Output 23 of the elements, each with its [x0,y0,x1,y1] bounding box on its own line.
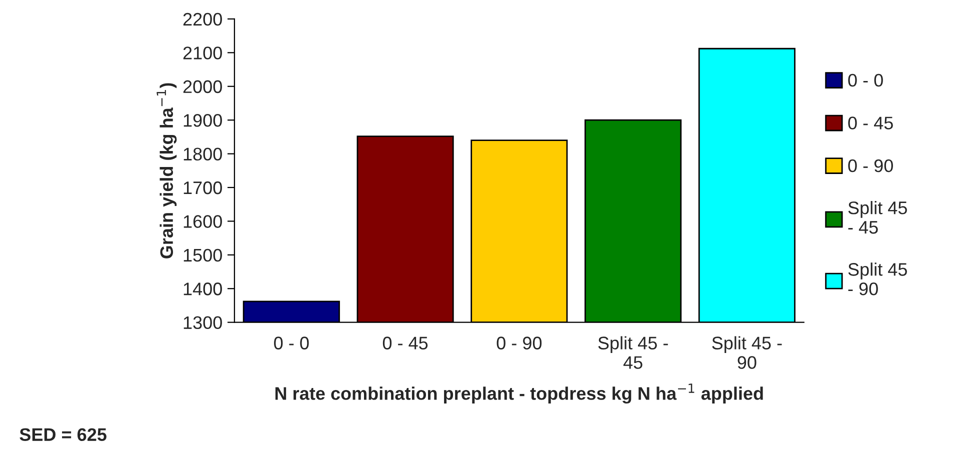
legend-label: 0 - 90 [848,159,893,172]
y-tick-label: 1900 [184,114,222,127]
y-axis-title: Grain yield (kg ha$^{−1}$) [156,83,177,258]
x-tick-label: 0 - 0 [274,336,309,350]
text: SED = 625 [20,428,106,441]
x-tick-label: Split 45 - 45 [598,336,668,369]
legend-label: 0 - 45 [848,116,893,130]
legend-label: 0 - 0 [848,74,883,87]
y-tick-label: 1800 [184,148,222,161]
y-tick-label: 1400 [184,282,222,296]
x-axis-title: N rate combination preplant - topdress kg N ha$^{−1}$ applied [275,384,763,404]
legend-label: Split 45 - 90 [848,262,907,296]
x-tick-label: 0 - 45 [382,336,428,350]
x-tick-label: Split 45 - 90 [712,336,782,369]
y-tick-label: 2000 [183,80,222,94]
y-tick-label: 1500 [184,248,222,262]
y-tick-label: 2200 [183,12,222,26]
legend-label: Split 45 - 45 [848,201,907,234]
y-tick-label: 1600 [184,215,222,228]
y-tick-label: 2100 [183,46,222,60]
x-tick-label: 0 - 90 [496,336,542,350]
y-tick-label: 1700 [184,181,222,194]
y-tick-label: 1300 [184,316,222,330]
